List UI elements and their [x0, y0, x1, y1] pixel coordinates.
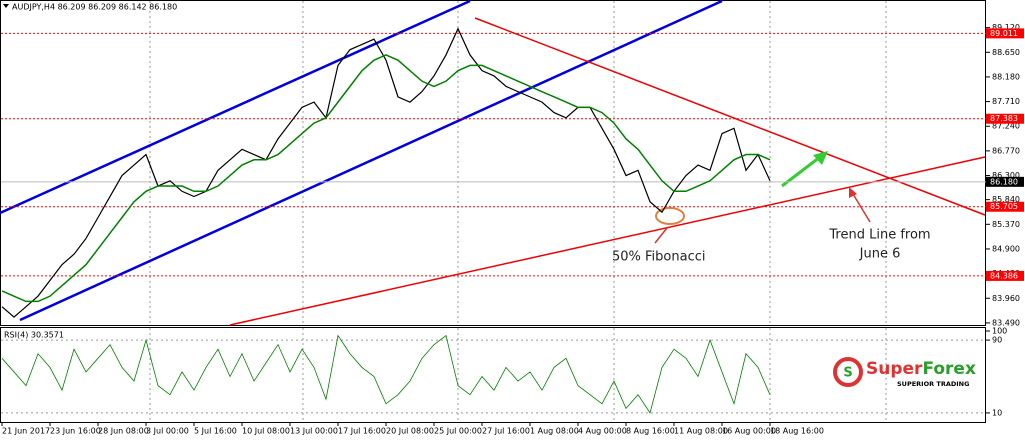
level-box	[986, 28, 1024, 39]
rsi-title: RSI(4) 30.3571	[4, 331, 64, 340]
green-arrow-head	[813, 151, 828, 165]
y-tick-label: 86.300	[992, 171, 1020, 180]
price-panel	[0, 0, 986, 326]
level-box	[986, 201, 1024, 212]
logo-name-b: Forex	[922, 359, 976, 379]
level-label: 87.383	[990, 114, 1018, 123]
y-tick-label: 10	[992, 408, 1002, 417]
y-tick-label: 83.490	[992, 318, 1020, 327]
x-tick-label: 13 Jul 00:00	[290, 427, 338, 436]
channel-upper	[0, 0, 471, 215]
y-tick-label: 88.650	[992, 48, 1020, 57]
x-tick-label: 11 Aug 08:00	[674, 427, 728, 436]
period-separators	[149, 1, 887, 422]
y-tick-label: 86.770	[992, 146, 1020, 155]
rsi-panel	[0, 327, 986, 423]
x-tick-label: 18 Aug 16:00	[770, 427, 824, 436]
price-line	[1, 27, 771, 318]
annotation: June 6	[859, 247, 901, 262]
x-tick-label: 25 Jul 00:00	[434, 427, 482, 436]
support-line	[229, 156, 986, 326]
symbol-arrow	[3, 4, 9, 8]
x-tick-label: 28 Jun 08:00	[98, 427, 149, 436]
annotation: 50% Fibonacci	[612, 250, 706, 265]
price-line	[1, 54, 771, 303]
logo-tagline: SUPERIOR TRADING	[897, 380, 969, 388]
rsi-line	[1, 334, 771, 414]
y-tick-label: 87.710	[992, 97, 1020, 106]
y-tick-label: 84.900	[992, 244, 1020, 253]
fib-pointer	[654, 227, 668, 244]
logo-ring	[833, 357, 863, 387]
last-price-box	[986, 176, 1024, 187]
x-tick-label: 16 Aug 00:00	[722, 427, 776, 436]
logo-name: SuperForex	[866, 359, 976, 379]
logo-name-a: Super	[866, 359, 923, 379]
x-tick-label: 3 Jul 00:00	[146, 427, 189, 436]
x-tick-label: 20 Jul 08:00	[386, 427, 434, 436]
level-box	[986, 113, 1024, 124]
annotation: Trend Line from	[828, 228, 930, 243]
y-tick-label: 88.180	[992, 72, 1020, 81]
level-label: 85.705	[990, 202, 1018, 211]
green-arrow	[781, 155, 821, 188]
red-arrow	[852, 193, 871, 223]
level-label: 84.386	[990, 271, 1018, 280]
y-tick-label: 83.960	[992, 294, 1020, 303]
x-tick-label: 27 Jul 16:00	[482, 427, 530, 436]
x-tick-label: 17 Jul 16:00	[338, 427, 386, 436]
y-tick-label: 89.120	[992, 23, 1020, 32]
y-tick-label: 85.840	[992, 195, 1020, 204]
y-tick-label: 90	[992, 336, 1002, 345]
x-tick-label: 5 Jul 16:00	[194, 427, 237, 436]
x-tick-label: 21 Jun 2017	[2, 427, 50, 436]
y-tick-label: 85.370	[992, 220, 1020, 229]
fib-marker	[655, 207, 685, 225]
last-price-label: 86.180	[990, 177, 1018, 186]
x-tick-label: 10 Jul 08:00	[242, 427, 290, 436]
x-tick-label: 4 Aug 00:00	[578, 427, 627, 436]
x-tick-label: 8 Aug 16:00	[626, 427, 675, 436]
y-tick-label: 87.240	[992, 122, 1020, 131]
level-label: 89.011	[990, 29, 1018, 38]
logo-mark: S	[843, 366, 852, 381]
level-box	[986, 270, 1024, 281]
x-tick-label: 1 Aug 08:00	[530, 427, 579, 436]
y-tick-label: 100	[992, 327, 1007, 336]
chart-title: AUDJPY,H4 86.209 86.209 86.142 86.180	[12, 3, 177, 12]
x-tick-label: 23 Jun 16:00	[50, 427, 101, 436]
red-arrow-head	[849, 187, 857, 198]
channel-lower	[19, 0, 723, 322]
